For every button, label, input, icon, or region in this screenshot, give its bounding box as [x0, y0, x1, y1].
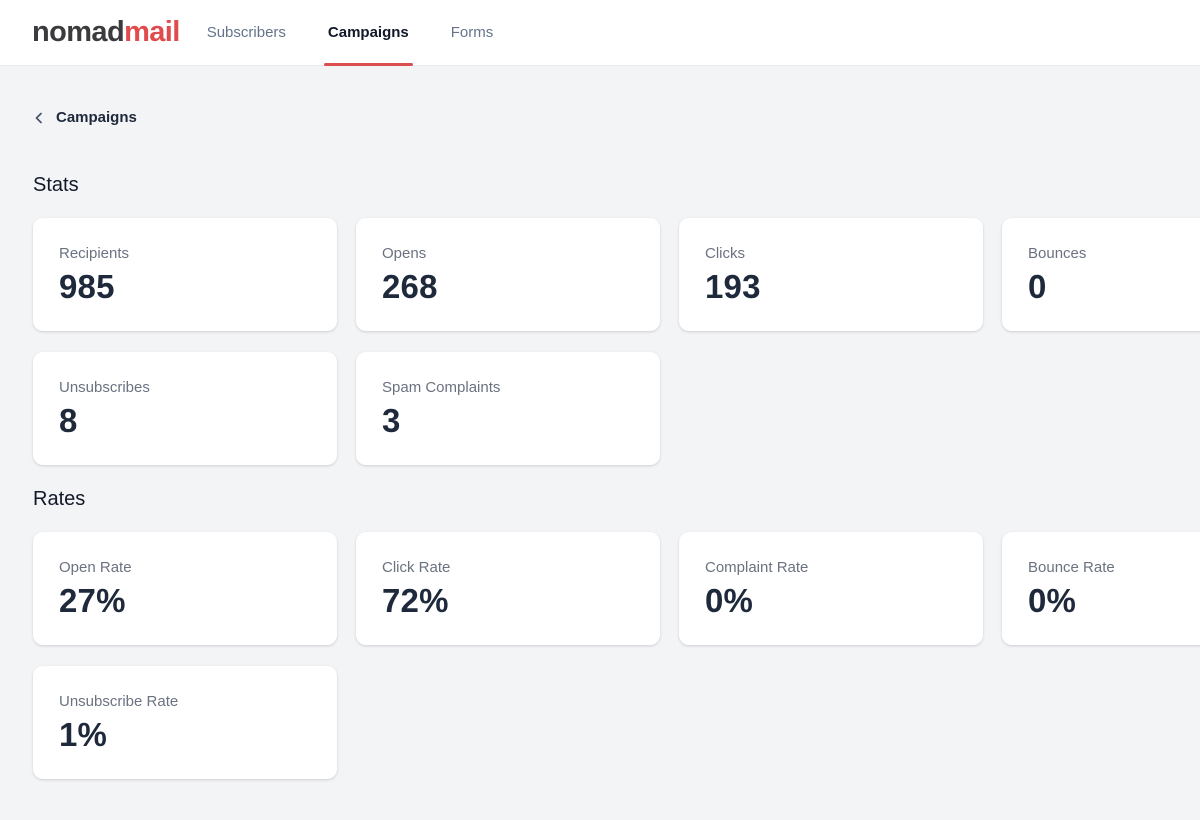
stat-card-value: 0 — [1028, 268, 1047, 305]
breadcrumb-label: Campaigns — [56, 109, 137, 126]
stat-card-label: Clicks — [705, 245, 745, 262]
stat-card-label: Unsubscribe Rate — [59, 693, 179, 710]
stat-card-complaint-rate: Complaint Rate 0% — [679, 532, 983, 645]
stat-card-value: 0% — [705, 582, 754, 619]
stat-card-label: Unsubscribes — [59, 379, 150, 396]
brand-logo-primary: nomad — [32, 16, 125, 48]
rates-grid: Open Rate 27% Click Rate 72% Complaint Rate 0… — [33, 532, 1200, 779]
top-navbar: nomadmail Subscribers Campaigns Forms — [0, 0, 1200, 66]
section-title-rates: Rates — [33, 488, 86, 510]
stat-card-click-rate: Click Rate 72% — [356, 532, 660, 645]
stat-card-label: Bounces — [1028, 245, 1087, 262]
tab-forms[interactable]: Forms — [450, 24, 494, 41]
stat-card-value: 0% — [1028, 582, 1077, 619]
tab-subscribers[interactable]: Subscribers — [206, 24, 286, 41]
stat-card-value: 985 — [59, 268, 115, 305]
tab-campaigns[interactable]: Campaigns — [323, 0, 413, 66]
stat-card-label: Recipients — [59, 245, 130, 262]
stat-card-bounces: Bounces 0 — [1002, 218, 1200, 331]
stat-card-label: Open Rate — [59, 559, 132, 576]
stat-card-label: Bounce Rate — [1028, 559, 1115, 576]
stat-card-value: 3 — [382, 402, 401, 439]
stat-card-value: 27% — [59, 582, 126, 619]
content-area: Campaigns Stats Recipients 985 Opens 268 Cli… — [0, 66, 1200, 779]
stat-card-label: Opens — [382, 245, 427, 262]
stat-card-opens: Opens 268 — [356, 218, 660, 331]
stat-card-spam-complaints: Spam Complaints 3 — [356, 352, 660, 465]
stat-card-label: Spam Complaints — [382, 379, 501, 396]
chevron-left-icon — [33, 112, 45, 124]
brand-logo[interactable]: nomadmail — [32, 16, 180, 49]
stat-card-clicks: Clicks 193 — [679, 218, 983, 331]
primary-nav: Subscribers Campaigns Forms — [206, 0, 494, 66]
stat-card-open-rate: Open Rate 27% — [33, 532, 337, 645]
stat-card-value: 8 — [59, 402, 78, 439]
stat-card-value: 268 — [382, 268, 438, 305]
stat-card-unsubscribe-rate: Unsubscribe Rate 1% — [33, 666, 337, 779]
breadcrumb-back-link[interactable]: Campaigns — [33, 109, 137, 127]
stat-card-label: Complaint Rate — [705, 559, 809, 576]
stat-card-recipients: Recipients 985 — [33, 218, 337, 331]
stat-card-value: 72% — [382, 582, 449, 619]
stat-card-unsubscribes: Unsubscribes 8 — [33, 352, 337, 465]
stats-grid: Recipients 985 Opens 268 Clicks 193 Bounces 0 Un… — [33, 218, 1200, 465]
stat-card-bounce-rate: Bounce Rate 0% — [1002, 532, 1200, 645]
stat-card-value: 1% — [59, 716, 108, 753]
brand-logo-accent: mail — [124, 16, 180, 48]
section-title-stats: Stats — [33, 174, 79, 196]
stat-card-label: Click Rate — [382, 559, 451, 576]
stat-card-value: 193 — [705, 268, 761, 305]
